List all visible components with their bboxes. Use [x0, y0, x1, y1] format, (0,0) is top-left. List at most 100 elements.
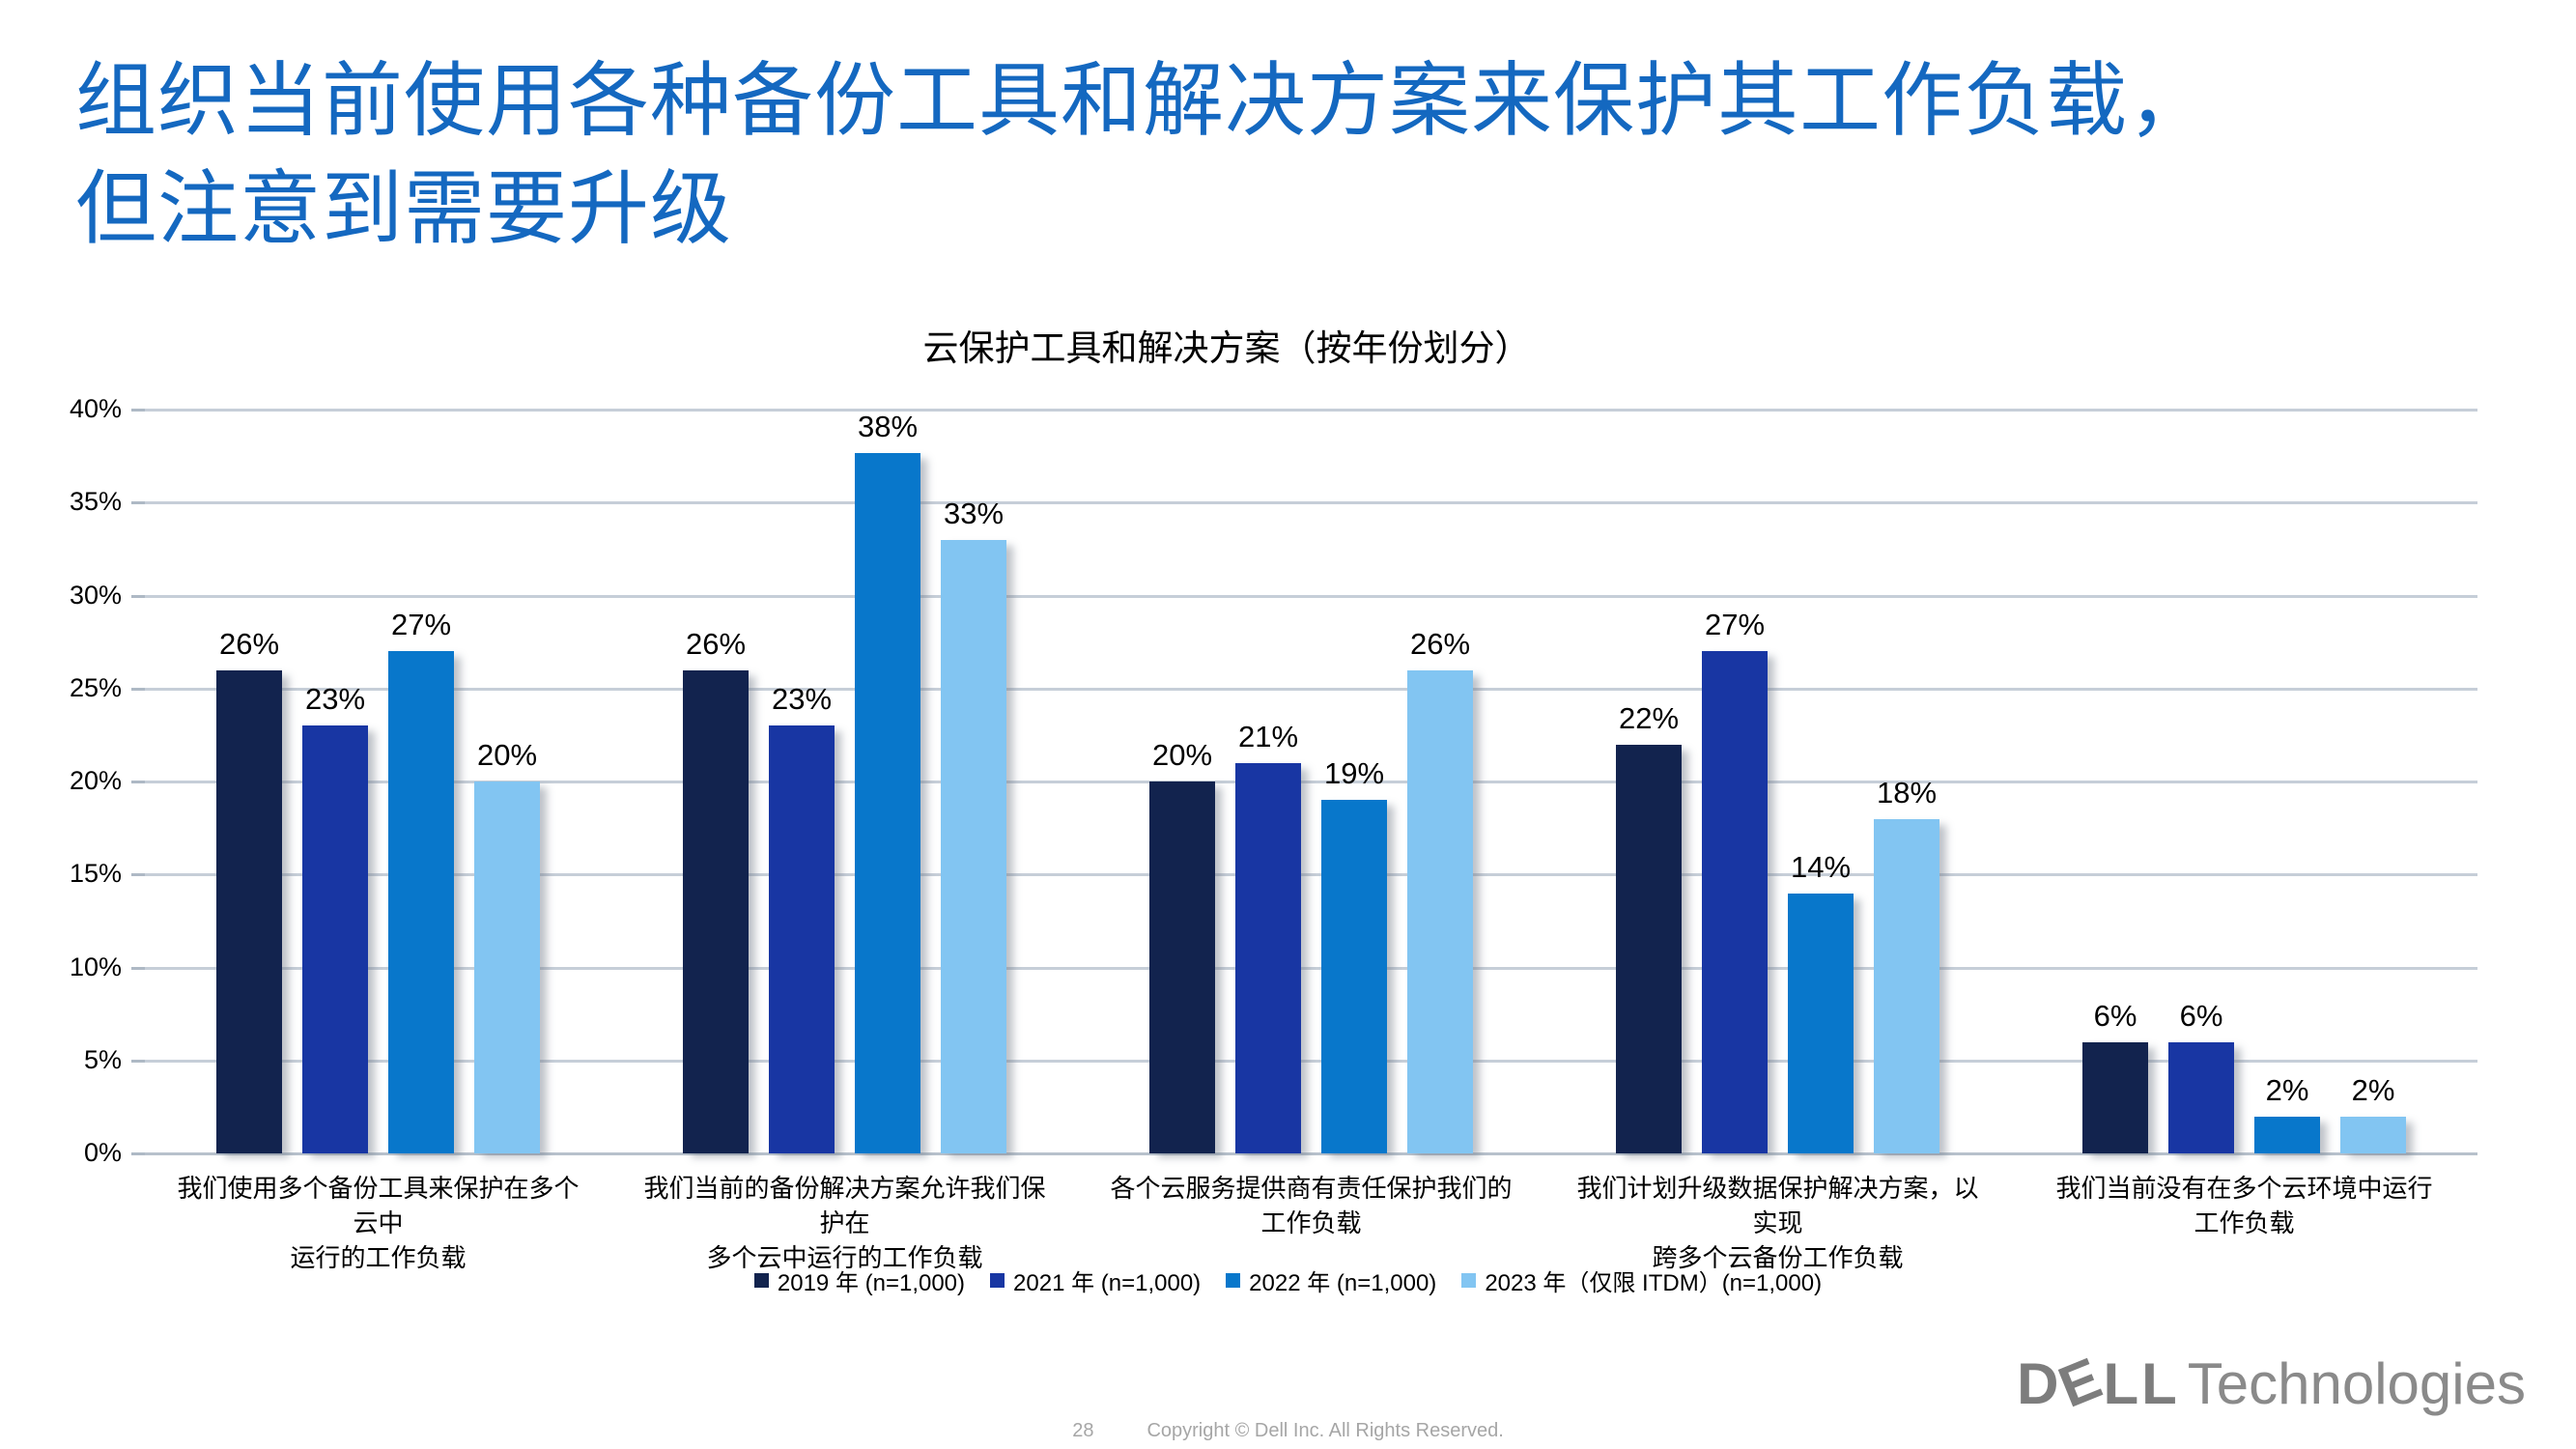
gridline [145, 501, 2477, 505]
y-axis-label: 30% [69, 580, 122, 610]
bar [1321, 800, 1387, 1153]
legend-label: 2022 年 (n=1,000) [1249, 1270, 1437, 1296]
technologies-wordmark: Technologies [2187, 1351, 2526, 1416]
bar-wrap: 14% [1788, 410, 1854, 1153]
bar [2340, 1116, 2406, 1153]
bar-value-label: 18% [1876, 775, 1938, 810]
bar [769, 725, 835, 1153]
copyright-text: Copyright © Dell Inc. All Rights Reserve… [1146, 1420, 1504, 1441]
gridline [145, 594, 2477, 598]
bar [2082, 1041, 2148, 1153]
y-axis-label: 10% [69, 952, 122, 981]
bar [683, 669, 749, 1153]
bar-wrap: 19% [1321, 410, 1387, 1153]
legend: 2019 年 (n=1,000) 2021 年 (n=1,000) 2022 年 (… [0, 1264, 2576, 1297]
y-axis-label: 0% [83, 1138, 122, 1167]
bar-value-label: 2% [2265, 1072, 2309, 1107]
bar [1616, 744, 1682, 1153]
y-axis-tick [131, 501, 145, 505]
legend-label: 2023 年（仅限 ITDM）(n=1,000) [1485, 1270, 1823, 1296]
legend-swatch [1461, 1273, 1477, 1288]
bar-wrap: 22% [1616, 410, 1682, 1153]
bar [855, 453, 920, 1153]
bar-wrap: 21% [1235, 410, 1301, 1153]
plot: 0% 5% 10% 15% 20% 25% 30% 35% 40% 26% 23% 27% 20% 26%… [70, 394, 2477, 1167]
y-axis-tick [131, 1152, 145, 1155]
legend-swatch [990, 1273, 1005, 1288]
bar [1702, 651, 1768, 1153]
y-axis-tick [131, 966, 145, 970]
y-axis-label: 20% [69, 766, 122, 795]
y-axis-label: 15% [69, 859, 122, 889]
chart-title: 云保护工具和解决方案（按年份划分） [922, 328, 1531, 368]
legend-item: 2022 年 (n=1,000) [1226, 1264, 1436, 1297]
bar-group: 20% 21% 19% 26% [1078, 410, 1544, 1153]
legend-swatch [753, 1273, 769, 1288]
bar [1407, 669, 1473, 1153]
bar-value-label: 22% [1618, 700, 1680, 735]
bar [2254, 1116, 2320, 1153]
legend-label: 2019 年 (n=1,000) [777, 1270, 966, 1296]
dell-wordmark: DELL [2017, 1344, 2180, 1420]
bar-wrap: 23% [302, 410, 368, 1153]
y-axis-tick [131, 687, 145, 691]
legend-swatch [1226, 1273, 1241, 1288]
bar-wrap: 20% [474, 410, 540, 1153]
page-number: 28 [1072, 1420, 1094, 1441]
slide-title-line-2: 但注意到需要升级 [75, 163, 733, 254]
bar [388, 651, 454, 1153]
gridline [145, 873, 2477, 877]
dell-technologies-logo: DELL Technologies [2017, 1344, 2526, 1420]
bar-groups: 26% 23% 27% 20% 26% 23% 38% 33% 20% 21% 19% 26% 22% 2… [145, 410, 2477, 1153]
bar [216, 669, 282, 1153]
bar-value-label: 21% [1237, 719, 1299, 753]
bar-wrap: 2% [2254, 410, 2320, 1153]
y-axis-label: 5% [83, 1044, 122, 1074]
bar-wrap: 6% [2168, 410, 2234, 1153]
y-axis-label: 35% [69, 487, 122, 517]
bar [941, 539, 1006, 1153]
y-axis-label: 40% [69, 394, 122, 423]
y-axis-tick [131, 1059, 145, 1063]
bar-value-label: 2% [2351, 1072, 2395, 1107]
bar [1149, 781, 1215, 1153]
bar-wrap: 26% [216, 410, 282, 1153]
bar [1874, 818, 1939, 1153]
bar-wrap: 18% [1874, 410, 1939, 1153]
y-axis-tick [131, 781, 145, 783]
y-axis-tick [131, 594, 145, 598]
legend-label: 2021 年 (n=1,000) [1013, 1270, 1202, 1296]
legend-item: 2023 年（仅限 ITDM）(n=1,000) [1461, 1264, 1822, 1297]
footer: 28 Copyright © Dell Inc. All Rights Rese… [0, 1420, 2576, 1442]
category-label: 我们当前没有在多个云环境中运行 工作负载 [2055, 1174, 2433, 1237]
bar-wrap: 27% [388, 410, 454, 1153]
y-axis-label: 25% [69, 672, 122, 702]
gridline [145, 781, 2477, 783]
bar-value-label: 20% [1151, 738, 1213, 772]
category-label: 我们计划升级数据保护解决方案，以实现 跨多个云备份工作负载 [1576, 1174, 1979, 1272]
bar-value-label: 6% [2093, 998, 2137, 1033]
bar [2168, 1041, 2234, 1153]
bar-value-label: 26% [1409, 626, 1471, 661]
bar [1235, 762, 1301, 1153]
bar-wrap: 27% [1702, 410, 1768, 1153]
category-axis: 我们使用多个备份工具来保护在多个云中 运行的工作负载 我们当前的备份解决方案允许我… [145, 1171, 2477, 1275]
slide-title: 组织当前使用各种备份工具和解决方案来保护其工作负载， 但注意到需要升级 [75, 46, 2210, 263]
bar-value-label: 14% [1790, 849, 1852, 884]
bar-value-label: 33% [943, 496, 1005, 530]
bar-value-label: 19% [1323, 756, 1385, 791]
gridline [145, 1059, 2477, 1063]
bar-value-label: 26% [685, 626, 747, 661]
y-axis-tick [131, 873, 145, 877]
gridline [145, 687, 2477, 691]
bar [302, 725, 368, 1153]
bar-wrap: 33% [941, 410, 1006, 1153]
bar-value-label: 27% [1704, 608, 1766, 642]
bar-group: 6% 6% 2% 2% [2011, 410, 2477, 1153]
gridline [145, 966, 2477, 970]
bar-group: 26% 23% 27% 20% [145, 410, 611, 1153]
bar-wrap: 6% [2082, 410, 2148, 1153]
bar-group: 22% 27% 14% 18% [1544, 410, 2011, 1153]
bar-value-label: 23% [304, 682, 366, 717]
